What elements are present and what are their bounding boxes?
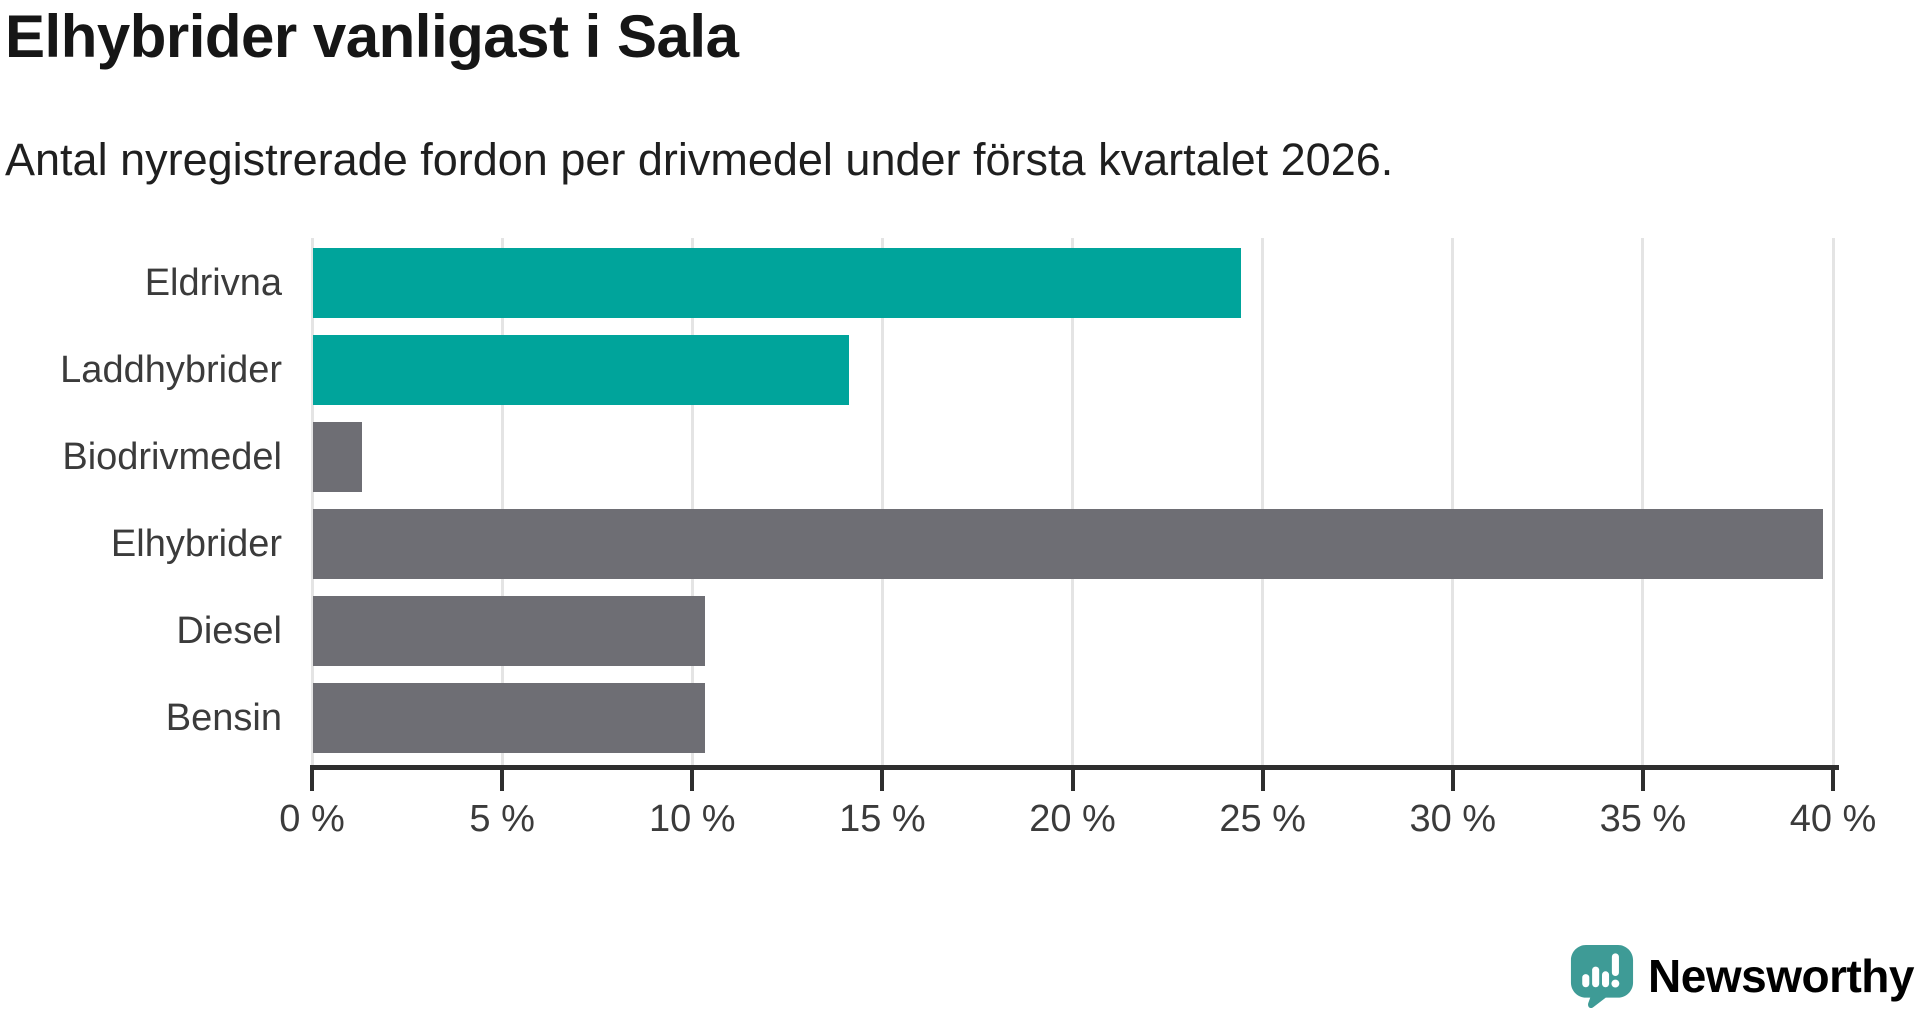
x-tick-35 xyxy=(1640,770,1645,791)
x-tick-15 xyxy=(880,770,885,791)
x-tick-30 xyxy=(1450,770,1455,791)
category-label-laddhybrider: Laddhybrider xyxy=(60,349,282,391)
x-tick-25 xyxy=(1260,770,1265,791)
x-tick-0 xyxy=(310,770,314,791)
gridline-25 xyxy=(1261,238,1265,765)
gridline-30 xyxy=(1451,238,1455,765)
x-tick-label-10: 10 % xyxy=(648,798,736,840)
x-tick-label-40: 40 % xyxy=(1789,798,1877,840)
x-tick-label-20: 20 % xyxy=(1029,798,1116,840)
chart-title: Elhybrider vanligast i Sala xyxy=(5,3,739,70)
bar-elhybrider xyxy=(313,509,1823,579)
newsworthy-branding: Newsworthy xyxy=(1570,944,1914,1008)
x-tick-10 xyxy=(690,770,695,791)
newsworthy-logo-text: Newsworthy xyxy=(1648,950,1914,1002)
bar-diesel xyxy=(313,596,705,666)
x-tick-label-15: 15 % xyxy=(839,798,926,840)
gridline-35 xyxy=(1641,238,1645,765)
plot-area xyxy=(310,238,1835,765)
gridline-15 xyxy=(880,238,884,765)
x-tick-label-30: 30 % xyxy=(1409,798,1497,840)
bar-eldrivna xyxy=(313,248,1241,318)
x-tick-label-5: 5 % xyxy=(469,798,535,840)
gridline-40 xyxy=(1831,238,1835,765)
bar-biodrivmedel xyxy=(313,422,363,492)
bar-laddhybrider xyxy=(313,335,850,405)
x-tick-label-35: 35 % xyxy=(1599,798,1687,840)
category-label-diesel: Diesel xyxy=(176,610,282,652)
chart-subtitle: Antal nyregistrerade fordon per drivmede… xyxy=(5,134,1394,185)
x-tick-label-25: 25 % xyxy=(1219,798,1306,840)
x-tick-label-0: 0 % xyxy=(279,798,345,840)
x-axis-line xyxy=(310,765,1839,770)
newsworthy-logo-icon xyxy=(1570,944,1634,1008)
bar-bensin xyxy=(313,683,705,753)
category-label-biodrivmedel: Biodrivmedel xyxy=(62,436,282,478)
gridline-20 xyxy=(1071,238,1074,765)
x-tick-40 xyxy=(1831,770,1835,791)
x-tick-5 xyxy=(500,770,505,791)
x-tick-20 xyxy=(1070,770,1075,791)
y-axis-labels: Eldrivna Laddhybrider Biodrivmedel Elhybrid… xyxy=(0,238,298,765)
gridline-10 xyxy=(690,238,694,765)
category-label-eldrivna: Eldrivna xyxy=(144,262,282,304)
x-axis: 0 % 5 % 10 % 15 % 20 % 25 % 30 % 35 % 40 % xyxy=(279,765,1876,855)
gridline-0 xyxy=(310,238,314,765)
gridline-5 xyxy=(500,238,504,765)
category-label-bensin: Bensin xyxy=(165,697,282,739)
category-label-elhybrider: Elhybrider xyxy=(110,523,282,565)
